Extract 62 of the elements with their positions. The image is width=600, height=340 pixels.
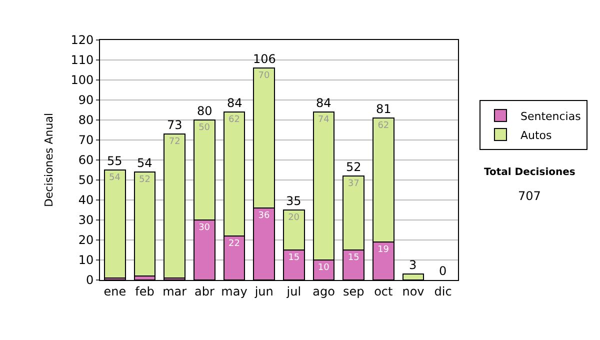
total-label: 81 [376, 102, 392, 116]
bar [104, 170, 126, 278]
y-tick-label: 80 [78, 113, 94, 128]
y-tick-label: 90 [78, 93, 94, 108]
data-label: 52 [139, 175, 150, 185]
y-tick-label: 50 [78, 173, 94, 188]
data-label: 62 [378, 121, 390, 131]
total-label: 106 [253, 52, 276, 66]
x-tick-label: may [221, 284, 248, 298]
x-tick-label: jul [286, 284, 302, 298]
data-label: 62 [228, 115, 240, 125]
data-label: 72 [168, 137, 180, 147]
total-label: 54 [137, 156, 152, 170]
data-label: 15 [288, 253, 300, 263]
x-tick-label: feb [135, 284, 154, 298]
total-label: 52 [346, 160, 362, 174]
data-label: 15 [348, 253, 360, 263]
y-tick-label: 0 [86, 273, 94, 288]
y-tick-label: 100 [70, 73, 94, 88]
data-label: 70 [258, 71, 270, 81]
text: 707 [518, 189, 541, 203]
data-label: 30 [198, 223, 210, 233]
total-label: 35 [286, 194, 302, 208]
data-label: 54 [109, 173, 121, 183]
legend-label: Sentencias [520, 110, 582, 123]
x-tick-label: mar [162, 284, 187, 298]
total-label: 80 [197, 104, 212, 118]
text: Total Decisiones [484, 167, 576, 178]
bar [164, 134, 186, 278]
x-tick-label: ene [104, 284, 126, 298]
y-tick-label: 110 [70, 53, 94, 68]
data-label: 19 [378, 245, 390, 255]
y-tick-label: 30 [78, 213, 94, 228]
y-tick-label: 20 [78, 233, 94, 248]
y-tick-label: 10 [78, 253, 94, 268]
total-label: 3 [409, 258, 417, 272]
data-label: 22 [228, 239, 240, 249]
y-tick-label: 70 [78, 133, 94, 148]
total-label: 0 [439, 264, 447, 278]
data-label: 20 [288, 213, 300, 223]
bar [134, 172, 156, 276]
y-tick-label: 120 [70, 33, 94, 48]
legend-label: Autos [520, 128, 552, 142]
x-tick-label: dic [434, 284, 452, 298]
x-tick-label: oct [374, 284, 394, 298]
total-label: 84 [316, 96, 332, 110]
y-tick-label: 40 [78, 193, 94, 208]
data-label: 74 [318, 115, 330, 125]
y-tick-label: 60 [78, 153, 94, 168]
x-tick-label: ago [312, 284, 335, 298]
x-tick-label: sep [342, 284, 364, 298]
data-label: 10 [318, 263, 330, 273]
total-label: 55 [107, 154, 122, 168]
data-label: 36 [258, 211, 270, 221]
total-label: 73 [167, 118, 182, 132]
total-label: 84 [227, 96, 242, 110]
y-axis-title: Decisiones Anual [42, 112, 56, 208]
x-tick-label: abr [194, 284, 214, 298]
x-tick-label: nov [402, 284, 424, 298]
x-tick-label: jun [254, 284, 274, 298]
data-label: 37 [348, 179, 360, 189]
data-label: 50 [198, 123, 210, 133]
